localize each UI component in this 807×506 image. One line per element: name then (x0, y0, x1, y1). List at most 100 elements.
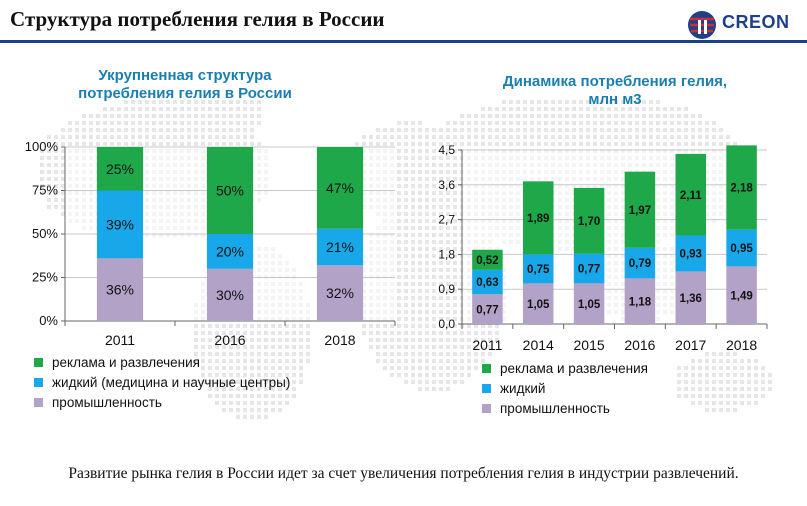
map-dot (607, 107, 611, 111)
map-dot (418, 345, 422, 349)
map-dot (208, 359, 212, 363)
map-dot (467, 359, 471, 363)
map-dot (439, 212, 443, 216)
map-dot (635, 128, 639, 132)
map-dot (145, 121, 149, 125)
map-dot (558, 100, 562, 104)
map-dot (418, 261, 422, 265)
map-dot (82, 121, 86, 125)
map-dot (712, 408, 716, 412)
map-dot (418, 142, 422, 146)
map-dot (180, 142, 184, 146)
map-dot (243, 114, 247, 118)
map-dot (719, 142, 723, 146)
map-dot (278, 408, 282, 412)
map-dot (355, 142, 359, 146)
map-dot (271, 352, 275, 356)
creon-logo-icon (688, 11, 716, 39)
map-dot (208, 128, 212, 132)
map-dot (474, 121, 478, 125)
map-dot (425, 310, 429, 314)
map-dot (103, 121, 107, 125)
map-dot (551, 114, 555, 118)
map-dot (404, 142, 408, 146)
bar-segment (726, 145, 757, 230)
map-dot (733, 380, 737, 384)
map-dot (40, 170, 44, 174)
map-dot (698, 142, 702, 146)
map-dot (586, 114, 590, 118)
map-dot (481, 114, 485, 118)
map-dot (656, 107, 660, 111)
map-dot (439, 352, 443, 356)
map-dot (551, 107, 555, 111)
map-dot (250, 331, 254, 335)
map-dot (68, 142, 72, 146)
map-dot (264, 366, 268, 370)
map-dot (656, 114, 660, 118)
map-dot (453, 296, 457, 300)
map-dot (446, 254, 450, 258)
map-dot (684, 373, 688, 377)
map-dot (446, 387, 450, 391)
map-dot (698, 128, 702, 132)
map-dot (460, 380, 464, 384)
map-dot (166, 142, 170, 146)
map-dot (621, 121, 625, 125)
map-dot (54, 170, 58, 174)
map-dot (677, 135, 681, 139)
map-dot (390, 345, 394, 349)
map-dot (425, 135, 429, 139)
map-dot (439, 324, 443, 328)
map-dot (404, 226, 408, 230)
map-dot (145, 100, 149, 104)
map-dot (208, 380, 212, 384)
map-dot (628, 142, 632, 146)
map-dot (425, 261, 429, 265)
map-dot (418, 303, 422, 307)
map-dot (446, 345, 450, 349)
map-dot (243, 338, 247, 342)
map-dot (404, 191, 408, 195)
map-dot (194, 345, 198, 349)
map-dot (607, 128, 611, 132)
map-dot (285, 394, 289, 398)
map-dot (61, 177, 65, 181)
map-dot (712, 359, 716, 363)
y-tick-label: 2,7 (438, 213, 455, 227)
map-dot (677, 128, 681, 132)
map-dot (586, 128, 590, 132)
map-dot (229, 394, 233, 398)
map-dot (691, 135, 695, 139)
map-dot (488, 128, 492, 132)
map-dot (726, 359, 730, 363)
map-dot (411, 240, 415, 244)
map-dot (425, 184, 429, 188)
map-dot (691, 380, 695, 384)
map-dot (705, 408, 709, 412)
map-dot (516, 114, 520, 118)
map-dot (201, 338, 205, 342)
title-underline (0, 40, 807, 43)
map-dot (376, 324, 380, 328)
map-dot (180, 128, 184, 132)
map-dot (418, 233, 422, 237)
map-dot (397, 177, 401, 181)
map-dot (236, 100, 240, 104)
map-dot (698, 401, 702, 405)
map-dot (152, 142, 156, 146)
map-dot (453, 373, 457, 377)
map-dot (397, 121, 401, 125)
map-dot (425, 317, 429, 321)
map-dot (705, 387, 709, 391)
bar-segment (472, 269, 503, 295)
map-dot (439, 149, 443, 153)
map-dot (257, 373, 261, 377)
map-dot (362, 324, 366, 328)
map-dot (474, 324, 478, 328)
map-dot (61, 212, 65, 216)
map-dot (614, 135, 618, 139)
map-dot (621, 135, 625, 139)
map-dot (397, 275, 401, 279)
map-dot (698, 366, 702, 370)
